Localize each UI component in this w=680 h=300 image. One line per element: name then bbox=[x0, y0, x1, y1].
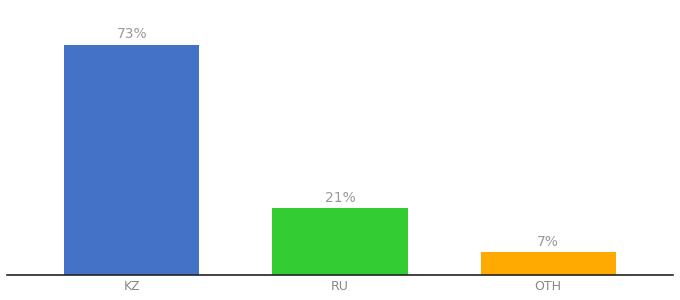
Bar bbox=[481, 253, 616, 274]
Text: 21%: 21% bbox=[324, 190, 356, 205]
Bar bbox=[273, 208, 407, 274]
Text: 7%: 7% bbox=[537, 235, 559, 249]
Bar bbox=[64, 45, 199, 274]
Text: 73%: 73% bbox=[116, 27, 147, 41]
